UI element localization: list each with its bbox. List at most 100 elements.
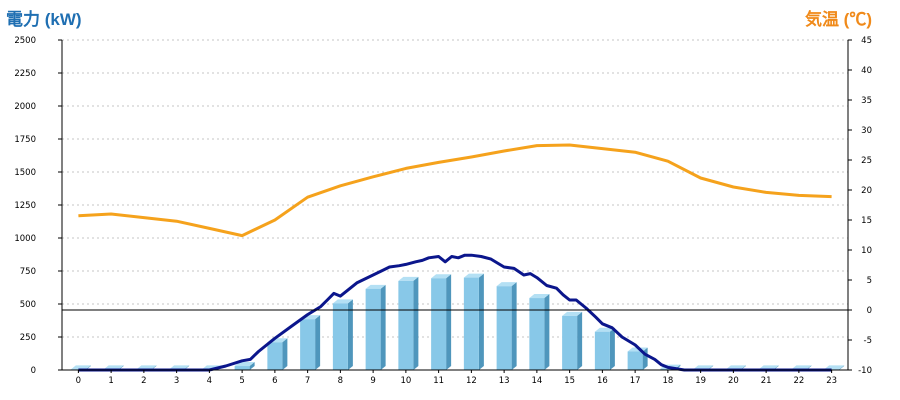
x-tick-label: 9 <box>370 376 375 386</box>
bar <box>496 282 517 370</box>
left-tick-label: 0 <box>31 366 36 376</box>
bar-front <box>431 278 447 370</box>
bar-top <box>136 365 157 370</box>
right-tick-label: 20 <box>861 186 872 196</box>
bar-side <box>478 273 484 370</box>
bar-top <box>332 299 353 304</box>
right-tick-label: 25 <box>861 156 872 166</box>
x-tick-label: 3 <box>174 376 179 386</box>
bar-top <box>103 365 124 370</box>
temperature-line <box>78 143 832 238</box>
bar-top <box>529 294 550 299</box>
left-tick-label: 1500 <box>14 168 36 178</box>
bar <box>300 315 321 370</box>
right-tick-label: 40 <box>861 66 872 76</box>
bar-side <box>544 294 550 370</box>
x-tick-label: 7 <box>305 376 310 386</box>
bar-top <box>791 365 812 370</box>
bar-side <box>511 282 517 370</box>
x-tick-label: 20 <box>728 376 739 386</box>
x-tick-label: 0 <box>76 376 81 386</box>
bar-side <box>347 299 353 370</box>
x-tick-label: 2 <box>141 376 146 386</box>
bar <box>529 294 550 370</box>
bar <box>431 274 452 370</box>
x-tick-label: 10 <box>400 376 411 386</box>
right-tick-label: -5 <box>864 336 872 346</box>
x-tick-label: 6 <box>272 376 277 386</box>
bar-front <box>496 286 512 370</box>
bar-front <box>529 298 545 370</box>
bar <box>562 311 583 370</box>
x-tick-label: 1 <box>108 376 113 386</box>
bar-side <box>249 362 255 370</box>
bar-top <box>562 311 583 316</box>
bar-front <box>332 303 348 370</box>
bar-series <box>70 273 845 370</box>
bar-front <box>267 342 283 370</box>
gridlines <box>62 39 848 338</box>
bar-side <box>315 315 321 370</box>
bar-top <box>431 274 452 279</box>
x-tick-label: 22 <box>793 376 804 386</box>
left-tick-label: 1000 <box>14 234 36 244</box>
bar-front <box>627 351 643 370</box>
left-tick-label: 2250 <box>14 69 36 79</box>
x-tick-label: 23 <box>826 376 837 386</box>
right-tick-label: 35 <box>861 96 872 106</box>
right-tick-label: 0 <box>867 306 872 316</box>
x-tick-label: 5 <box>239 376 244 386</box>
left-tick-label: 500 <box>20 300 36 310</box>
right-tick-label: -10 <box>858 366 872 376</box>
x-tick-label: 8 <box>338 376 343 386</box>
bar-top <box>398 276 419 281</box>
bar-front <box>463 277 479 370</box>
x-tick-label: 14 <box>531 376 542 386</box>
left-tick-label: 750 <box>20 267 36 277</box>
tick-labels: 02505007501000125015001750200022502500-1… <box>14 36 872 386</box>
bar-top <box>169 365 190 370</box>
bar <box>627 347 648 370</box>
left-tick-label: 2000 <box>14 102 36 112</box>
bar-top <box>496 282 517 287</box>
bar-side <box>609 327 615 370</box>
right-axis-title: 気温 (℃) <box>804 10 872 29</box>
x-tick-label: 17 <box>630 376 641 386</box>
x-tick-label: 21 <box>761 376 772 386</box>
x-tick-label: 16 <box>597 376 608 386</box>
bar-side <box>282 338 288 370</box>
right-tick-label: 10 <box>861 246 872 256</box>
bar-top <box>594 327 615 332</box>
bar-side <box>577 311 583 370</box>
x-tick-label: 12 <box>466 376 477 386</box>
x-tick-label: 18 <box>662 376 673 386</box>
right-tick-label: 45 <box>861 36 872 46</box>
bar-side <box>446 274 452 370</box>
line-series <box>78 143 832 372</box>
bar <box>594 327 615 370</box>
bar-top <box>463 273 484 278</box>
bar-side <box>413 276 419 370</box>
x-tick-label: 19 <box>695 376 706 386</box>
right-tick-label: 15 <box>861 216 872 226</box>
bar <box>365 284 386 370</box>
x-tick-label: 15 <box>564 376 575 386</box>
right-tick-label: 5 <box>867 276 872 286</box>
bar-front <box>398 280 414 370</box>
bar-top <box>693 365 714 370</box>
left-tick-label: 1250 <box>14 201 36 211</box>
bar <box>463 273 484 370</box>
bar-front <box>594 331 610 370</box>
x-tick-label: 13 <box>499 376 510 386</box>
bar-front <box>234 366 250 370</box>
bar-top <box>824 365 845 370</box>
power-line <box>78 253 832 372</box>
bar-front <box>365 288 381 370</box>
bar-side <box>839 365 845 370</box>
bar-top <box>725 365 746 370</box>
left-tick-label: 250 <box>20 333 36 343</box>
x-tick-label: 4 <box>207 376 212 386</box>
left-tick-label: 1750 <box>14 135 36 145</box>
bar-top <box>758 365 779 370</box>
